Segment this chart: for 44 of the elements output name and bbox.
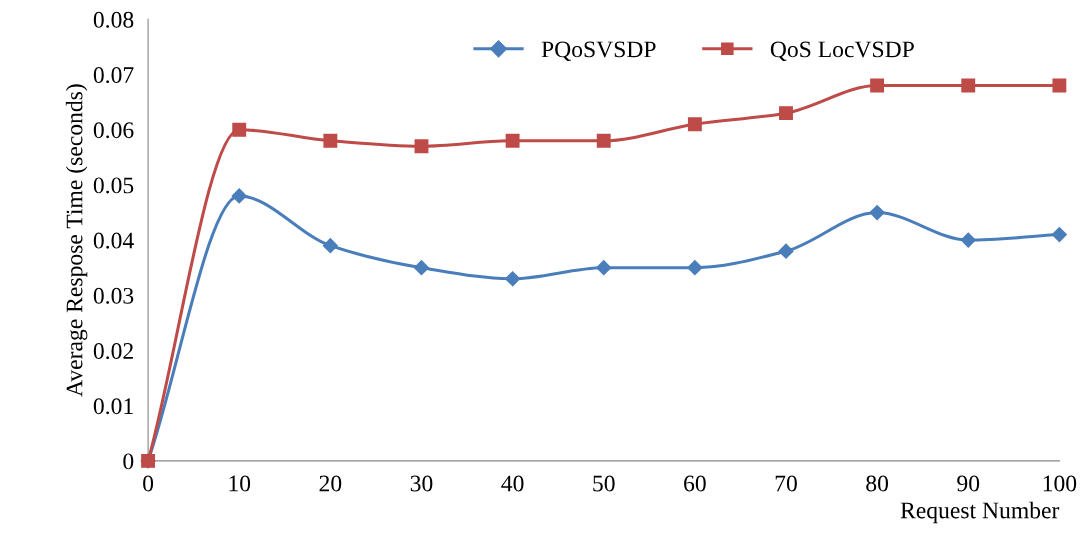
x-axis-title: Request Number: [900, 501, 1060, 524]
point: [232, 122, 247, 137]
point: [1052, 78, 1067, 93]
legend-label: PQoSVSDP: [541, 41, 656, 61]
y-tick-label: 0.06: [93, 122, 134, 139]
y-tick-label: 0: [123, 453, 134, 470]
point: [779, 106, 793, 121]
x-tick-label: 50: [593, 475, 615, 492]
x-tick-label: 20: [319, 475, 342, 492]
y-tick-label: 0.05: [93, 177, 134, 194]
y-tick-label: 0.08: [93, 11, 134, 28]
y-tick-label: 0.02: [93, 343, 133, 360]
x-tick-label: 90: [957, 475, 980, 492]
point: [869, 204, 885, 221]
y-tick-label: 0.03: [93, 287, 134, 304]
legend-label: QoS LocVSDP: [770, 41, 914, 61]
y-axis-title: Average Respose Time (seconds): [65, 84, 88, 397]
x-tick-label: 100: [1043, 475, 1077, 492]
x-tick-label: 0: [143, 475, 154, 492]
point: [596, 133, 611, 148]
point: [505, 133, 520, 148]
point: [596, 260, 612, 276]
point: [1051, 227, 1067, 243]
x-tick-label: 10: [229, 475, 251, 492]
x-tick-label: 70: [775, 475, 797, 492]
x-tick-label: 60: [684, 475, 706, 492]
point: [414, 139, 429, 154]
point: [687, 260, 703, 276]
point: [870, 78, 885, 93]
point: [231, 188, 247, 204]
x-tick-label: 40: [501, 475, 524, 492]
point: [960, 232, 976, 248]
point: [505, 271, 521, 287]
point: [322, 238, 338, 254]
y-tick-label: 0.07: [93, 67, 134, 84]
point: [687, 117, 702, 132]
point: [778, 243, 794, 259]
y-tick-label: 0.04: [93, 232, 134, 249]
x-tick-label: 80: [866, 475, 889, 492]
point: [413, 260, 430, 276]
y-tick-label: 0.01: [93, 398, 133, 415]
point: [323, 133, 338, 148]
x-tick-label: 30: [410, 475, 433, 492]
point: [961, 78, 976, 93]
